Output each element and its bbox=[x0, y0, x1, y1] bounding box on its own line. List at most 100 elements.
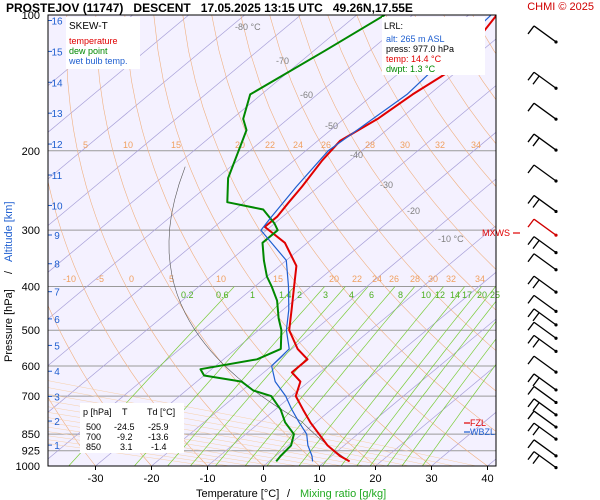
wind-barb-flag bbox=[527, 275, 535, 285]
isotherm-line bbox=[263, 271, 496, 466]
isotherm-line bbox=[319, 318, 496, 466]
adiabat-label: 30 bbox=[400, 140, 410, 150]
pressure-tick-label: 700 bbox=[22, 391, 40, 403]
wind-barb bbox=[533, 294, 557, 312]
isotherm-line bbox=[48, 15, 245, 180]
mixing-ratio-label: 4 bbox=[349, 290, 354, 300]
wind-barb bbox=[533, 133, 557, 151]
theta-label: -20 bbox=[407, 206, 420, 216]
mixing-ratio-label: 6 bbox=[369, 290, 374, 300]
xlabel-mix: Mixing ratio [g/kg] bbox=[300, 488, 386, 500]
isotherm-line bbox=[48, 38, 496, 413]
wind-barb-flag bbox=[532, 279, 540, 289]
wind-barb-flag bbox=[532, 199, 540, 208]
wind-barb-dot bbox=[554, 370, 558, 374]
x-tick-label: 10 bbox=[313, 473, 325, 485]
isotherm-line bbox=[48, 15, 189, 133]
isotherm-line bbox=[375, 365, 496, 466]
series-line-dew-point bbox=[199, 15, 386, 463]
wind-barb-dot bbox=[554, 40, 558, 44]
dry-adiabat bbox=[124, 15, 376, 466]
adiabat-label: 26 bbox=[321, 140, 331, 150]
dry-adiabat bbox=[327, 15, 496, 270]
altitude-tick-label: 7 bbox=[54, 288, 60, 299]
wind-barb-flag bbox=[527, 253, 535, 263]
wind-barb-flag bbox=[527, 195, 535, 204]
ylabel-pressure: Pressure [hPa] bbox=[3, 289, 15, 362]
isotherm-line bbox=[48, 15, 413, 320]
altitude-tick-label: 2 bbox=[54, 417, 60, 428]
altitude-tick-label: 13 bbox=[51, 109, 63, 120]
wind-barb bbox=[533, 308, 557, 326]
xlabel-sep: / bbox=[287, 488, 291, 500]
adiabat-label: 28 bbox=[410, 274, 420, 284]
dry-adiabat bbox=[356, 15, 496, 229]
table-cell: -1.4 bbox=[151, 442, 167, 452]
wind-barb bbox=[533, 164, 557, 182]
dry-adiabat bbox=[589, 15, 600, 466]
wind-barb-dot bbox=[554, 86, 558, 90]
isotherm-line bbox=[95, 131, 496, 466]
table-cell: -25.9 bbox=[148, 422, 169, 432]
x-tick-label: -10 bbox=[200, 473, 216, 485]
legend-dew-point: dew point bbox=[69, 46, 108, 56]
wind-barb bbox=[533, 451, 557, 469]
adiabat-label: 10 bbox=[123, 140, 133, 150]
mixing-ratio-label: 1 bbox=[250, 290, 255, 300]
dry-adiabat bbox=[65, 15, 264, 466]
moist-adiabat bbox=[48, 393, 432, 466]
mixing-ratio-line bbox=[387, 320, 496, 466]
adiabat-label: 15 bbox=[171, 140, 181, 150]
wind-barb bbox=[533, 25, 557, 43]
adiabat-label: 24 bbox=[372, 274, 382, 284]
isotherm-line bbox=[48, 15, 301, 227]
moist-adiabat bbox=[48, 380, 477, 466]
wind-barb-flag bbox=[527, 71, 535, 81]
wind-barb-dot bbox=[554, 454, 558, 458]
wind-barb-dot bbox=[554, 336, 558, 340]
pressure-tick-label: 1000 bbox=[16, 461, 40, 473]
wind-barb-flag bbox=[532, 137, 540, 147]
wind-barb-flag bbox=[527, 218, 535, 228]
table-cell: 700 bbox=[86, 432, 101, 442]
altitude-tick-label: 8 bbox=[54, 260, 60, 271]
wind-barb-flag bbox=[527, 386, 535, 395]
wind-barb-dot bbox=[554, 117, 558, 121]
mixing-ratio-line bbox=[215, 286, 369, 466]
theta-label: -10 °C bbox=[438, 234, 464, 244]
theta-label: -80 °C bbox=[235, 22, 261, 32]
wind-barb-flag bbox=[527, 321, 535, 331]
adiabat-label: 34 bbox=[471, 140, 481, 150]
x-tick-label: 30 bbox=[425, 473, 437, 485]
mixing-ratio-label: 10 bbox=[421, 290, 431, 300]
table-cell: 3.1 bbox=[120, 442, 133, 452]
pressure-tick-label: 600 bbox=[22, 361, 40, 373]
wbzl-label: WBZL bbox=[470, 427, 495, 437]
table-cell: -9.2 bbox=[117, 432, 133, 442]
table-cell: -13.6 bbox=[148, 432, 169, 442]
isotherm-line bbox=[544, 15, 600, 466]
adiabat-label: 10 bbox=[216, 274, 226, 284]
altitude-tick-label: 14 bbox=[51, 78, 63, 89]
wind-barb-flag bbox=[532, 402, 540, 412]
legend-temperature: temperature bbox=[69, 36, 118, 46]
xlabel-temp: Temperature [°C] bbox=[196, 488, 279, 500]
wind-barb bbox=[533, 321, 557, 339]
altitude-tick-label: 12 bbox=[51, 140, 63, 151]
wind-barb bbox=[533, 218, 557, 236]
altitude-tick-label: 6 bbox=[54, 315, 60, 326]
mixing-ratio-line bbox=[298, 286, 444, 466]
legend-title: SKEW-T bbox=[69, 21, 108, 32]
mixing-ratio-line bbox=[356, 286, 496, 466]
dry-adiabat bbox=[531, 15, 600, 466]
table-header-p: p [hPa] bbox=[83, 407, 112, 417]
pressure-tick-label: 100 bbox=[22, 10, 40, 22]
mixing-ratio-line bbox=[369, 300, 496, 466]
wind-barb-dot bbox=[554, 250, 558, 255]
series-line-temperature bbox=[263, 15, 496, 463]
adiabat-label: 22 bbox=[352, 274, 362, 284]
x-tick-label: 20 bbox=[369, 473, 381, 485]
dry-adiabat bbox=[182, 15, 488, 466]
wind-barb-flag bbox=[532, 312, 540, 322]
